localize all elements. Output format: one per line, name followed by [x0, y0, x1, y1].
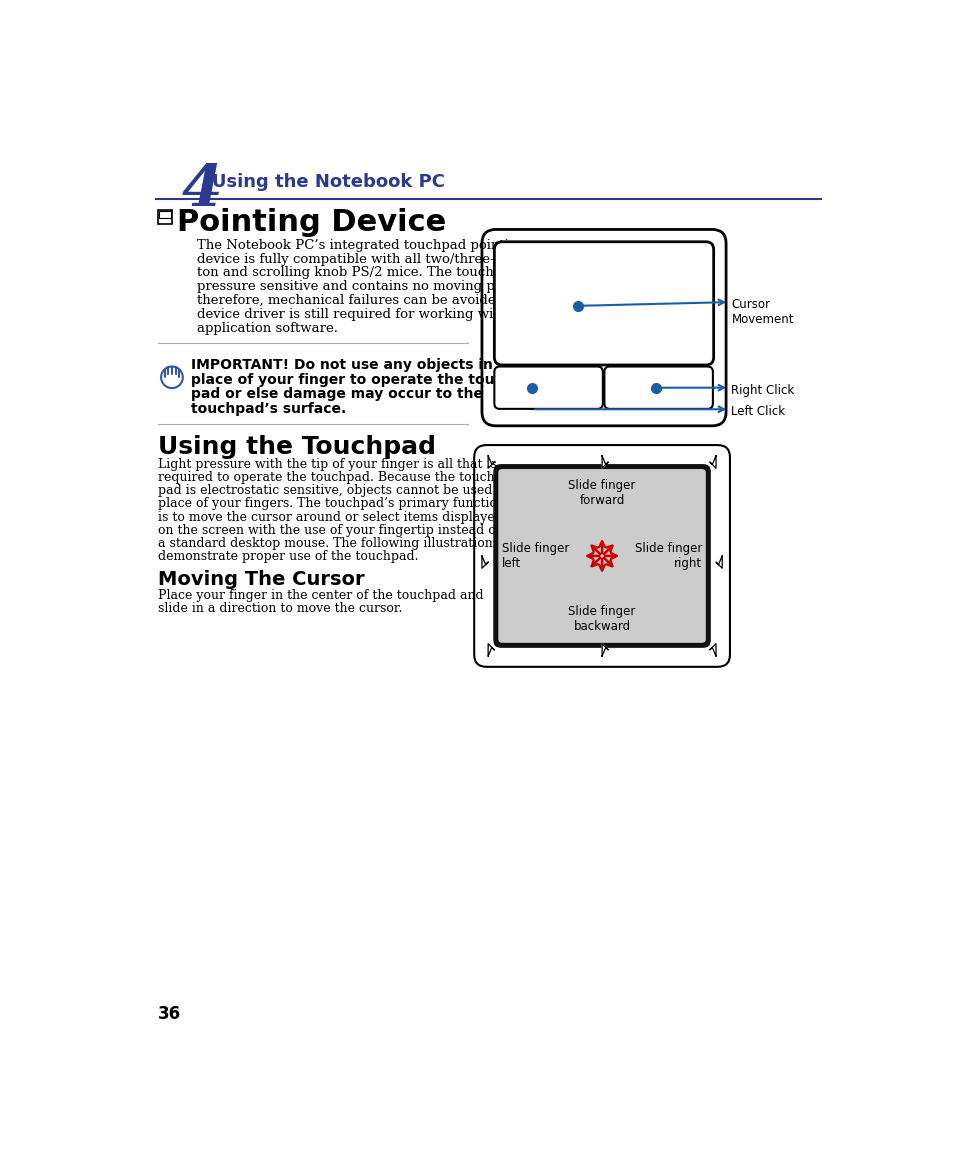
- FancyBboxPatch shape: [494, 366, 602, 409]
- Text: pressure sensitive and contains no moving parts;: pressure sensitive and contains no movin…: [196, 281, 525, 293]
- Text: place of your finger to operate the touch-: place of your finger to operate the touc…: [191, 373, 517, 387]
- FancyBboxPatch shape: [604, 366, 712, 409]
- Text: slide in a direction to move the cursor.: slide in a direction to move the cursor.: [158, 602, 402, 616]
- FancyBboxPatch shape: [496, 467, 707, 646]
- Text: required to operate the touchpad. Because the touch-: required to operate the touchpad. Becaus…: [158, 471, 498, 484]
- Text: Right Click: Right Click: [731, 383, 794, 397]
- Text: on the screen with the use of your fingertip instead of: on the screen with the use of your finge…: [158, 523, 500, 537]
- Text: pad or else damage may occur to the: pad or else damage may occur to the: [191, 387, 482, 401]
- Polygon shape: [601, 456, 608, 468]
- FancyBboxPatch shape: [481, 230, 725, 426]
- Polygon shape: [488, 643, 494, 656]
- Text: Using the Touchpad: Using the Touchpad: [158, 435, 436, 459]
- Text: place of your fingers. The touchpad’s primary function: place of your fingers. The touchpad’s pr…: [158, 498, 504, 511]
- Text: Cursor
Movement: Cursor Movement: [731, 298, 793, 326]
- Text: pad is electrostatic sensitive, objects cannot be used in: pad is electrostatic sensitive, objects …: [158, 484, 508, 498]
- Text: touchpad’s surface.: touchpad’s surface.: [191, 402, 345, 416]
- Polygon shape: [709, 643, 716, 656]
- Text: device driver is still required for working with some: device driver is still required for work…: [196, 308, 545, 321]
- Polygon shape: [481, 556, 488, 568]
- Text: ton and scrolling knob PS/2 mice. The touchpad is: ton and scrolling knob PS/2 mice. The to…: [196, 267, 533, 280]
- Polygon shape: [601, 643, 608, 656]
- Text: The Notebook PC’s integrated touchpad pointing: The Notebook PC’s integrated touchpad po…: [196, 239, 525, 252]
- Polygon shape: [716, 556, 721, 568]
- Text: therefore, mechanical failures can be avoided. A: therefore, mechanical failures can be av…: [196, 295, 521, 307]
- Text: Using the Notebook PC: Using the Notebook PC: [212, 173, 445, 192]
- Polygon shape: [488, 456, 494, 468]
- Text: IMPORTANT! Do not use any objects in: IMPORTANT! Do not use any objects in: [191, 358, 492, 372]
- Polygon shape: [709, 456, 716, 468]
- Text: a standard desktop mouse. The following illustrations: a standard desktop mouse. The following …: [158, 537, 498, 550]
- Text: is to move the cursor around or select items displayed: is to move the cursor around or select i…: [158, 511, 502, 523]
- Text: 4: 4: [181, 162, 222, 218]
- Text: demonstrate proper use of the touchpad.: demonstrate proper use of the touchpad.: [158, 550, 418, 562]
- Text: application software.: application software.: [196, 322, 337, 335]
- FancyBboxPatch shape: [493, 464, 710, 648]
- Text: Slide finger
left: Slide finger left: [501, 542, 569, 569]
- Text: Pointing Device: Pointing Device: [177, 208, 446, 237]
- Text: Left Click: Left Click: [731, 405, 785, 418]
- Text: Slide finger
forward: Slide finger forward: [568, 479, 635, 507]
- FancyBboxPatch shape: [494, 241, 713, 365]
- Bar: [158, 210, 172, 224]
- Text: Slide finger
backward: Slide finger backward: [568, 605, 635, 633]
- FancyBboxPatch shape: [474, 445, 729, 666]
- Text: Light pressure with the tip of your finger is all that is: Light pressure with the tip of your fing…: [158, 459, 497, 471]
- Text: device is fully compatible with all two/three-but-: device is fully compatible with all two/…: [196, 253, 520, 266]
- Text: 36: 36: [158, 1005, 181, 1023]
- Text: Moving The Cursor: Moving The Cursor: [158, 569, 364, 589]
- Text: Slide finger
right: Slide finger right: [634, 542, 701, 569]
- Bar: [158, 211, 171, 218]
- Text: Place your finger in the center of the touchpad and: Place your finger in the center of the t…: [158, 589, 483, 602]
